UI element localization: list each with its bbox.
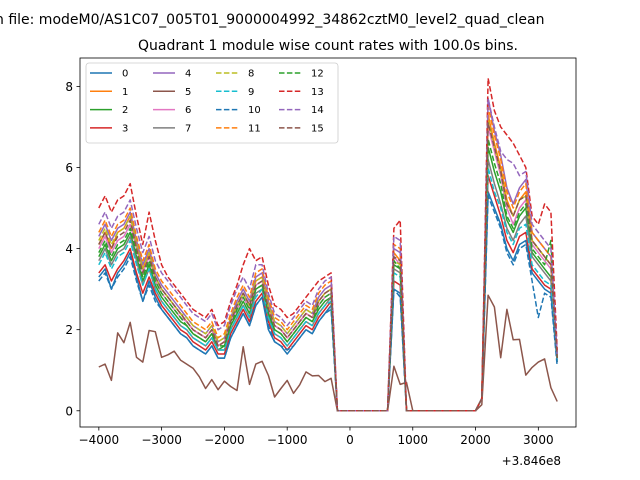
legend-label-9: 9 (248, 87, 254, 98)
y-tick-label: 4 (65, 242, 73, 256)
legend-label-14: 14 (311, 105, 324, 116)
series-line-12 (98, 138, 558, 412)
x-tick-label: 1000 (397, 433, 428, 447)
legend-label-15: 15 (311, 123, 324, 134)
legend-label-13: 13 (311, 87, 324, 98)
axes: −4000 −3000 −2000 −1000 0 1000 2000 3000 0 2 4 6 8 (65, 57, 577, 447)
y-tick-label: 2 (65, 323, 73, 337)
x-tick-label: 3000 (523, 433, 554, 447)
legend-label-7: 7 (185, 123, 191, 134)
legend-label-8: 8 (248, 69, 254, 80)
series-line-5 (98, 294, 558, 412)
series-line-15 (98, 122, 558, 412)
legend-label-1: 1 (122, 87, 128, 98)
legend-label-3: 3 (122, 123, 128, 134)
x-tick-label: −3000 (141, 433, 182, 447)
x-tick-label: −4000 (79, 433, 120, 447)
legend-label-10: 10 (248, 105, 261, 116)
x-tick-label: 2000 (460, 433, 491, 447)
y-tick-label: 0 (65, 404, 73, 418)
chart-title: Quadrant 1 module wise count rates with … (138, 38, 518, 54)
legend-label-6: 6 (185, 105, 191, 116)
legend-box (85, 62, 339, 144)
axes-frame (79, 57, 577, 428)
y-tick-label: 8 (65, 80, 73, 94)
legend-label-0: 0 (122, 69, 128, 80)
legend-label-12: 12 (311, 69, 324, 80)
x-tick-label: −2000 (204, 433, 245, 447)
y-tick-label: 6 (65, 161, 73, 175)
legend-label-4: 4 (185, 69, 191, 80)
plot-area (98, 77, 558, 412)
legend-label-5: 5 (185, 87, 191, 98)
x-tick-label: 0 (346, 433, 354, 447)
x-tick-label: −1000 (267, 433, 308, 447)
legend-label-11: 11 (248, 123, 261, 134)
legend-label-2: 2 (122, 105, 128, 116)
x-axis-offset-label: +3.846e8 (502, 454, 561, 468)
figure-suptitle: n file: modeM0/AS1C07_005T01_9000004992_… (0, 12, 544, 28)
